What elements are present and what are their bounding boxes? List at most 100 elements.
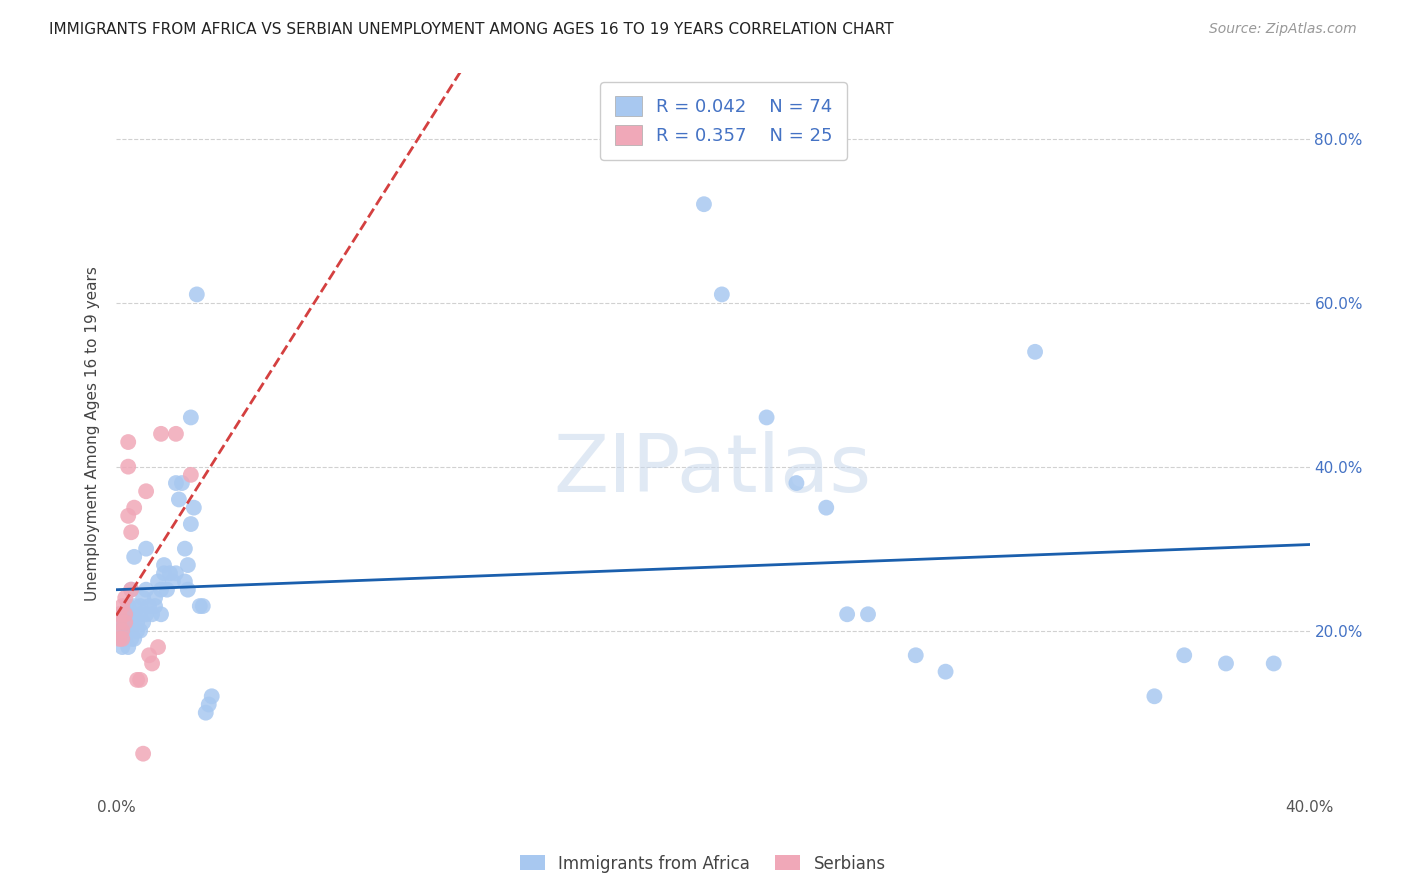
Point xyxy=(135,484,157,499)
Point xyxy=(165,476,187,491)
Point xyxy=(159,566,181,581)
Text: Source: ZipAtlas.com: Source: ZipAtlas.com xyxy=(1209,22,1357,37)
Point xyxy=(129,673,152,687)
Point xyxy=(129,599,152,613)
Point xyxy=(122,599,145,613)
Point xyxy=(785,476,807,491)
Point xyxy=(153,566,176,581)
Text: ZIPatlas: ZIPatlas xyxy=(554,431,872,509)
Point xyxy=(114,615,136,630)
Point xyxy=(1143,690,1166,704)
Point xyxy=(156,582,179,597)
Point xyxy=(111,624,134,638)
Point xyxy=(114,632,136,646)
Point xyxy=(117,508,139,523)
Point xyxy=(132,747,155,761)
Point xyxy=(165,426,187,441)
Point xyxy=(710,287,733,301)
Point xyxy=(183,500,205,515)
Point xyxy=(111,632,134,646)
Point xyxy=(122,500,145,515)
Point xyxy=(138,648,160,663)
Point xyxy=(120,615,142,630)
Point xyxy=(111,640,134,654)
Point xyxy=(135,607,157,622)
Point xyxy=(141,657,163,671)
Point xyxy=(191,599,214,613)
Point xyxy=(127,624,149,638)
Point xyxy=(143,599,166,613)
Point xyxy=(180,467,202,482)
Point xyxy=(108,632,131,646)
Point xyxy=(1215,657,1237,671)
Point xyxy=(143,591,166,605)
Point xyxy=(188,599,211,613)
Point xyxy=(111,599,134,613)
Point xyxy=(122,632,145,646)
Point xyxy=(117,624,139,638)
Y-axis label: Unemployment Among Ages 16 to 19 years: Unemployment Among Ages 16 to 19 years xyxy=(86,267,100,601)
Point xyxy=(194,706,217,720)
Point xyxy=(165,566,187,581)
Point xyxy=(117,640,139,654)
Point xyxy=(153,558,176,572)
Point xyxy=(146,574,169,589)
Point xyxy=(180,410,202,425)
Point xyxy=(122,549,145,564)
Legend: R = 0.042    N = 74, R = 0.357    N = 25: R = 0.042 N = 74, R = 0.357 N = 25 xyxy=(600,82,846,160)
Point xyxy=(180,517,202,532)
Point xyxy=(141,607,163,622)
Point xyxy=(177,558,200,572)
Point xyxy=(117,435,139,450)
Point xyxy=(108,607,131,622)
Point xyxy=(120,582,142,597)
Point xyxy=(856,607,879,622)
Point xyxy=(120,632,142,646)
Text: IMMIGRANTS FROM AFRICA VS SERBIAN UNEMPLOYMENT AMONG AGES 16 TO 19 YEARS CORRELA: IMMIGRANTS FROM AFRICA VS SERBIAN UNEMPL… xyxy=(49,22,894,37)
Point xyxy=(150,607,173,622)
Point xyxy=(108,615,131,630)
Point xyxy=(150,582,173,597)
Point xyxy=(129,624,152,638)
Point xyxy=(1173,648,1195,663)
Point xyxy=(108,607,131,622)
Point xyxy=(122,607,145,622)
Point xyxy=(117,459,139,474)
Point xyxy=(162,574,184,589)
Point xyxy=(935,665,957,679)
Point xyxy=(904,648,927,663)
Point xyxy=(114,624,136,638)
Point xyxy=(755,410,778,425)
Point xyxy=(114,607,136,622)
Point xyxy=(135,541,157,556)
Point xyxy=(173,574,195,589)
Point xyxy=(120,582,142,597)
Point xyxy=(108,624,131,638)
Point xyxy=(132,591,155,605)
Point xyxy=(815,500,838,515)
Point xyxy=(1263,657,1285,671)
Point xyxy=(114,615,136,630)
Point xyxy=(1024,344,1046,359)
Point xyxy=(150,426,173,441)
Point xyxy=(173,541,195,556)
Point xyxy=(138,599,160,613)
Point xyxy=(111,632,134,646)
Point xyxy=(129,607,152,622)
Point xyxy=(167,492,190,507)
Point xyxy=(197,698,219,712)
Point xyxy=(117,599,139,613)
Point xyxy=(146,640,169,654)
Point xyxy=(170,476,193,491)
Point xyxy=(186,287,208,301)
Point xyxy=(837,607,859,622)
Point xyxy=(127,615,149,630)
Legend: Immigrants from Africa, Serbians: Immigrants from Africa, Serbians xyxy=(513,848,893,880)
Point xyxy=(201,690,224,704)
Point xyxy=(120,525,142,540)
Point xyxy=(111,615,134,630)
Point xyxy=(117,607,139,622)
Point xyxy=(132,615,155,630)
Point xyxy=(127,673,149,687)
Point xyxy=(135,582,157,597)
